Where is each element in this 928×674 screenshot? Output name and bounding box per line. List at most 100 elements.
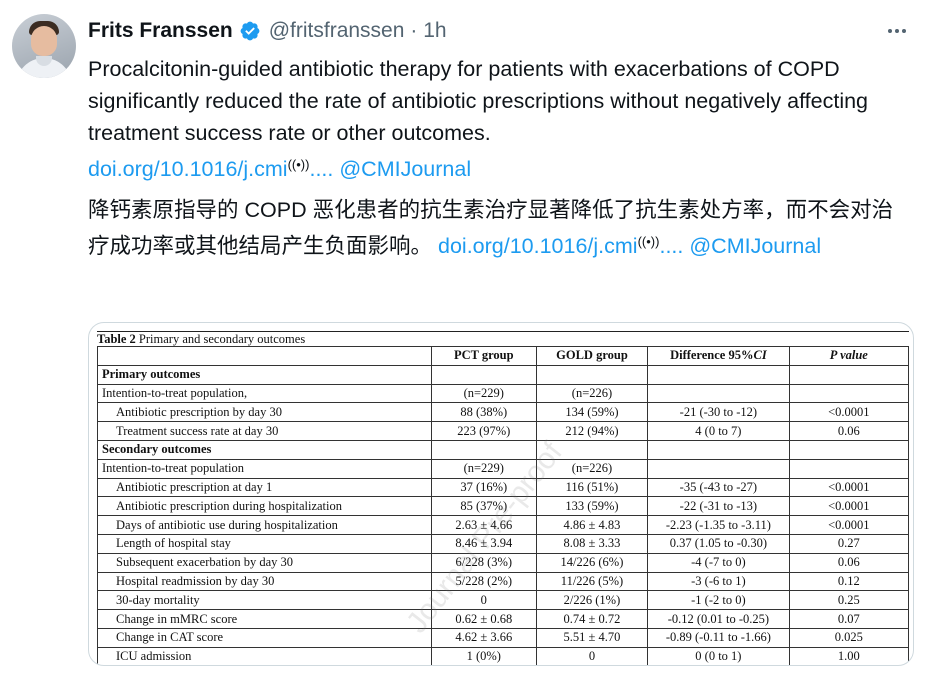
table-cell: 5/228 (2%) (430, 571, 537, 592)
table-cell: <0.0001 (788, 477, 910, 498)
row-label-cell: Change in mMRC score (97, 609, 432, 629)
table-cell: -0.89 (-0.11 to -1.66) (647, 627, 790, 648)
table-cell: -4 (-7 to 0) (647, 552, 790, 573)
doi-link-1[interactable]: doi.org/10.1016/j.cmi((•)).... (88, 157, 334, 181)
doi-link-2[interactable]: doi.org/10.1016/j.cmi((•)).... (438, 234, 684, 258)
table-cell (788, 458, 910, 479)
table-cell: 0.12 (788, 571, 910, 592)
table-cell: (n=229) (430, 383, 537, 404)
mention-link-1[interactable]: @CMIJournal (339, 157, 472, 181)
table-cell: 116 (51%) (535, 477, 649, 498)
table-row: Change in mMRC score 0.62 ± 0.68 0.74 ± 0.… (97, 609, 910, 629)
table-cell (788, 383, 910, 404)
row-label-cell: Antibiotic prescription during hospitali… (97, 496, 432, 517)
table-row: Length of hospital stay 8.46 ± 3.94 8.08 ±… (97, 533, 910, 554)
table-cell: 0.06 (788, 552, 910, 573)
table-row: Antibiotic prescription by day 30 88 (38%… (97, 402, 910, 423)
table-cell: 0 (430, 590, 537, 611)
table-cell: 4.86 ± 4.83 (535, 515, 649, 535)
row-label-cell: Antibiotic prescription at day 1 (97, 477, 432, 498)
tweet-text-chinese: 降钙素原指导的 COPD 恶化患者的抗生素治疗显著降低了抗生素处方率，而不会对治… (88, 194, 914, 262)
mention-link-2[interactable]: @CMIJournal (689, 234, 822, 258)
table-row: Antibiotic prescription at day 1 37 (16%)… (97, 477, 910, 498)
table-row: Subsequent exacerbation by day 30 6/228 (… (97, 552, 910, 573)
live-icon: ((•)) (287, 157, 310, 172)
row-label-cell: Treatment success rate at day 30 (97, 421, 432, 441)
table-row: Treatment success rate at day 30 223 (97%… (97, 421, 910, 441)
table-cell: -35 (-43 to -27) (647, 477, 790, 498)
table-cell: 8.46 ± 3.94 (430, 533, 537, 554)
table-row: ICU admission 1 (0%) 0 0 (0 to 1) 1.00 (97, 646, 910, 665)
table-cell: 0.25 (788, 590, 910, 611)
row-label-cell: ICU admission (97, 646, 432, 665)
header-cell-0 (97, 346, 432, 366)
table-cell: 133 (59%) (535, 496, 649, 517)
table-cell: 0.74 ± 0.72 (535, 609, 649, 629)
table-cell (647, 458, 790, 479)
author-handle[interactable]: @fritsfranssen (268, 19, 405, 42)
table-cell: (n=226) (535, 458, 649, 479)
table-cell: -3 (-6 to 1) (647, 571, 790, 592)
table-row: Intention-to-treat population, (n=229) (n=… (97, 383, 910, 404)
table-cell: (n=226) (535, 383, 649, 404)
tweet-text-english: Procalcitonin-guided antibiotic therapy … (88, 53, 914, 185)
timestamp[interactable]: · 1h (410, 19, 447, 42)
row-label-cell: Hospital readmission by day 30 (97, 571, 432, 592)
table-row: 30-day mortality 0 2/226 (1%) -1 (-2 to 0) 0… (97, 590, 910, 611)
table-row: Primary outcomes (97, 364, 910, 385)
table-cell: 0.07 (788, 609, 910, 629)
table-cell: 11/226 (5%) (535, 571, 649, 592)
table-row: Secondary outcomes (97, 439, 910, 460)
row-label-cell: Intention-to-treat population, (97, 383, 432, 404)
avatar[interactable] (12, 14, 76, 78)
table-cell: 14/226 (6%) (535, 552, 649, 573)
table-cell (647, 364, 790, 385)
table-cell: 0.025 (788, 627, 910, 648)
attached-image[interactable]: Table 2 Primary and secondary outcomes P… (88, 322, 914, 666)
table-cell: 0 (535, 646, 649, 665)
table-row: Days of antibiotic use during hospitaliz… (97, 515, 910, 535)
header-cell-pct: PCT group (430, 346, 537, 366)
table-cell: 212 (94%) (535, 421, 649, 441)
row-label-cell: 30-day mortality (97, 590, 432, 611)
table-cell (430, 364, 537, 385)
table-cell: 134 (59%) (535, 402, 649, 423)
row-label-cell: Primary outcomes (97, 364, 432, 385)
table-cell: 0.27 (788, 533, 910, 554)
table-cell: 5.51 ± 4.70 (535, 627, 649, 648)
table-row: Intention-to-treat population (n=229) (n=2… (97, 458, 910, 479)
table-cell: 223 (97%) (430, 421, 537, 441)
row-label-cell: Intention-to-treat population (97, 458, 432, 479)
tweet-body-chinese: 降钙素原指导的 COPD 恶化患者的抗生素治疗显著降低了抗生素处方率，而不会对治… (88, 198, 894, 258)
table-cell: -1 (-2 to 0) (647, 590, 790, 611)
table-cell: 6/228 (3%) (430, 552, 537, 573)
table-cell: 85 (37%) (430, 496, 537, 517)
table-cell: <0.0001 (788, 515, 910, 535)
table-cell: <0.0001 (788, 496, 910, 517)
more-options-icon[interactable] (882, 18, 912, 44)
row-label-cell: Length of hospital stay (97, 533, 432, 554)
table-cell (535, 439, 649, 460)
live-icon: ((•)) (637, 234, 660, 249)
row-label-cell: Days of antibiotic use during hospitaliz… (97, 515, 432, 535)
table-cell (647, 383, 790, 404)
outcomes-table-image: Table 2 Primary and secondary outcomes P… (97, 331, 910, 665)
outcomes-table: PCT group GOLD group Difference 95%CI P … (97, 346, 910, 665)
table-cell: 8.08 ± 3.33 (535, 533, 649, 554)
table-header-row: PCT group GOLD group Difference 95%CI P … (97, 346, 910, 366)
table-cell (788, 364, 910, 385)
table-cell: 0 (0 to 1) (647, 646, 790, 665)
author-name[interactable]: Frits Franssen (88, 19, 233, 42)
table-cell: -2.23 (-1.35 to -3.11) (647, 515, 790, 535)
header-cell-difference: Difference 95%CI (647, 346, 790, 366)
table-cell: 1.00 (788, 646, 910, 665)
table-cell: 4.62 ± 3.66 (430, 627, 537, 648)
table-row: Antibiotic prescription during hospitali… (97, 496, 910, 517)
table-cell: 2.63 ± 4.66 (430, 515, 537, 535)
table-cell (430, 439, 537, 460)
verified-badge-icon (240, 21, 260, 41)
table-cell: 4 (0 to 7) (647, 421, 790, 441)
table-cell (788, 439, 910, 460)
table-cell: -21 (-30 to -12) (647, 402, 790, 423)
tweet-body-english: Procalcitonin-guided antibiotic therapy … (88, 57, 869, 145)
